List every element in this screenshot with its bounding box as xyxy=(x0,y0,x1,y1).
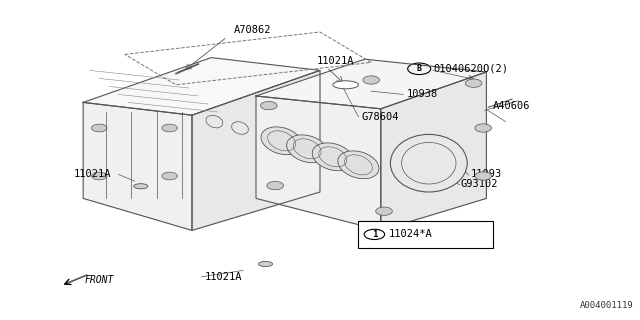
Text: 11021A: 11021A xyxy=(205,272,243,282)
Ellipse shape xyxy=(390,134,467,192)
Circle shape xyxy=(92,172,107,180)
Circle shape xyxy=(376,207,392,215)
Polygon shape xyxy=(256,96,381,230)
Circle shape xyxy=(475,124,492,132)
Ellipse shape xyxy=(333,81,358,89)
Circle shape xyxy=(465,79,482,87)
Polygon shape xyxy=(83,102,192,230)
Text: B: B xyxy=(417,64,422,73)
Polygon shape xyxy=(83,58,320,115)
Text: 11024*A: 11024*A xyxy=(388,229,432,239)
Text: A40606: A40606 xyxy=(493,100,531,111)
Text: G78604: G78604 xyxy=(362,112,399,122)
Polygon shape xyxy=(381,72,486,230)
Text: 10938: 10938 xyxy=(406,89,438,100)
Polygon shape xyxy=(192,70,320,230)
Ellipse shape xyxy=(259,261,273,267)
FancyBboxPatch shape xyxy=(358,221,493,248)
Circle shape xyxy=(363,76,380,84)
Ellipse shape xyxy=(338,151,379,179)
Circle shape xyxy=(267,181,284,190)
Text: 11021A: 11021A xyxy=(317,56,355,66)
Circle shape xyxy=(475,172,492,180)
Ellipse shape xyxy=(287,135,328,163)
Ellipse shape xyxy=(312,143,353,171)
Text: 11093: 11093 xyxy=(470,169,502,180)
Ellipse shape xyxy=(261,127,302,155)
Text: 1: 1 xyxy=(372,230,377,239)
Text: A004001119: A004001119 xyxy=(580,301,634,310)
Text: G93102: G93102 xyxy=(461,179,499,189)
Text: 01040620O(2): 01040620O(2) xyxy=(433,64,508,74)
Text: FRONT: FRONT xyxy=(84,275,114,285)
Text: 11021A: 11021A xyxy=(74,169,111,180)
Circle shape xyxy=(260,101,277,110)
Circle shape xyxy=(162,124,177,132)
Ellipse shape xyxy=(134,184,148,189)
Polygon shape xyxy=(256,59,486,109)
Circle shape xyxy=(92,124,107,132)
Circle shape xyxy=(162,172,177,180)
Text: A70862: A70862 xyxy=(234,25,271,35)
